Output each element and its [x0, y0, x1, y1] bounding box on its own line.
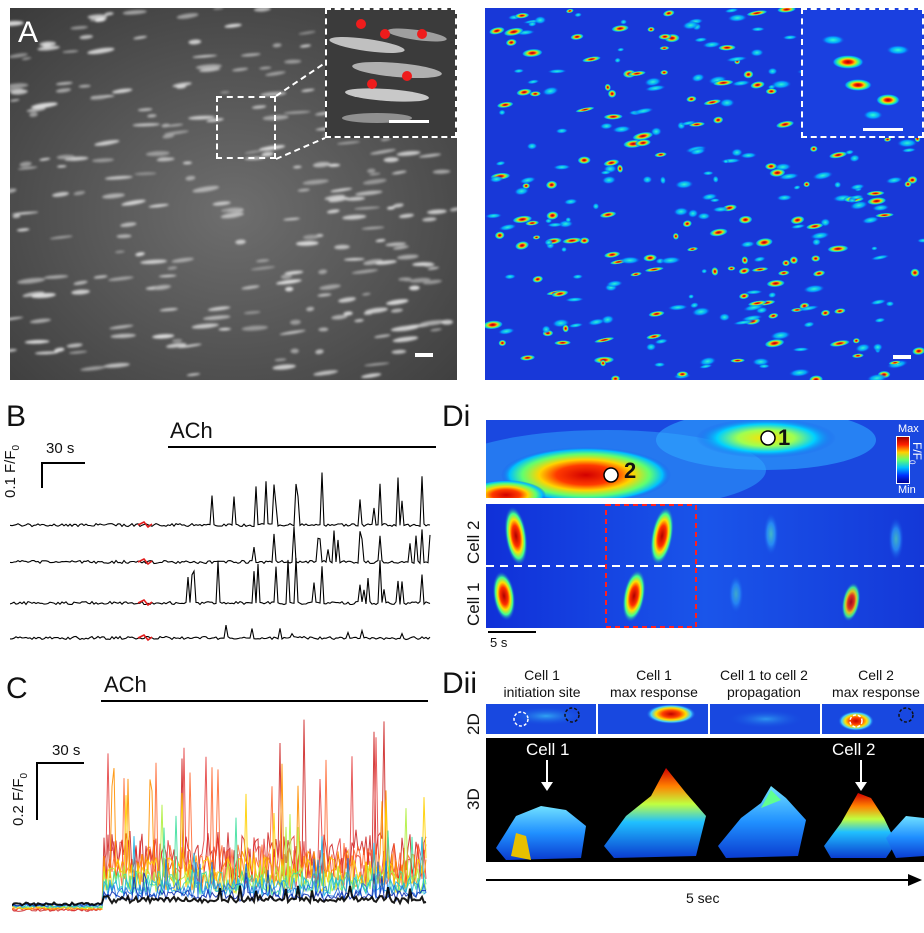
scale-bar: [893, 355, 911, 359]
dii-col-3-header: Cell 1 to cell 2 propagation: [708, 667, 820, 701]
panel-a-grayscale-image: [10, 8, 457, 380]
dii-frame-1: [486, 704, 596, 734]
panel-di-heatmap: 2 1: [486, 420, 924, 498]
dii-col-4-line1: Cell 2: [858, 667, 894, 683]
panel-b-traces: [10, 472, 431, 642]
di-time-scale: 5 s: [490, 635, 508, 650]
panel-b-time-scale-bar: [41, 462, 85, 464]
panel-c-drug-label: ACh: [104, 672, 147, 697]
colorbar: [896, 436, 910, 484]
cell-2-marker: [603, 467, 619, 483]
dii-3d-surface-4: [824, 793, 924, 858]
colorbar-min: Min: [898, 484, 916, 496]
dii-frame-3: [710, 704, 820, 734]
inset-micrograph: [329, 19, 447, 123]
cell-1-number: 1: [778, 425, 790, 450]
dii-3d-surfaces: [496, 768, 924, 860]
dii-col-1-line1: Cell 1: [524, 667, 560, 683]
panel-di-kymograph: [486, 504, 924, 628]
cell-marker-dot: [356, 19, 366, 29]
inset-connector-lines: [275, 62, 326, 160]
inset-scale-bar: [863, 128, 903, 131]
cell-marker-dot: [402, 71, 412, 81]
panel-b-amp-scale-sub: 0: [11, 444, 22, 451]
dii-2d-frames: [486, 704, 924, 734]
panel-b-drug-label: ACh: [170, 418, 213, 443]
panel-a-inset: [325, 8, 457, 138]
cell-1-marker: [760, 430, 776, 446]
down-arrow-icon: [541, 760, 553, 791]
dii-frame-4: [822, 704, 924, 734]
colorbar-label: F/F0: [908, 442, 924, 464]
panel-b-amp-scale-bar: [41, 462, 43, 488]
colorbar-label-text: F/F: [910, 442, 924, 460]
panel-di-heatmap-image: 2 1: [486, 420, 924, 498]
di-time-scale-bar: [488, 631, 536, 633]
dii-col-3-line2: propagation: [727, 684, 801, 700]
panel-b-time-scale: 30 s: [46, 440, 75, 457]
inset-scale-bar: [389, 120, 429, 123]
dii-row-2d-label: 2D: [464, 713, 483, 735]
dii-col-1-header: Cell 1 initiation site: [486, 667, 598, 701]
panel-c-traces: [12, 719, 427, 912]
cell-marker-dot: [380, 29, 390, 39]
cell-marker-dot: [417, 29, 427, 39]
di-cell-2-label: Cell 2: [464, 520, 483, 564]
colorbar-label-sub: 0: [907, 460, 917, 465]
cell-2-number: 2: [624, 458, 636, 483]
panel-c-drug-bar: [101, 700, 428, 702]
dii-3d-strip: Cell 1 Cell 2: [486, 738, 924, 862]
panel-letter-di: Di: [442, 400, 471, 433]
dii-column-headers: Cell 1 initiation site Cell 1 max respon…: [486, 667, 924, 703]
panel-c-time-scale: 30 s: [52, 742, 81, 759]
panel-a-region-box: [216, 96, 276, 159]
dii-frame-2: [598, 704, 708, 734]
dii-col-4-header: Cell 2 max response: [820, 667, 924, 701]
heatmap-inset: [801, 8, 924, 138]
dii-row-3d-label: 3D: [464, 788, 483, 810]
scale-bar: [415, 353, 433, 357]
kymograph-image: [486, 504, 924, 628]
dii-col-4-line2: max response: [832, 684, 920, 700]
panel-c-amp-scale-bar: [36, 762, 38, 820]
cell-marker-dot: [367, 79, 377, 89]
dii-3d-surface-3: [718, 786, 806, 858]
panel-letter-dii: Dii: [442, 667, 477, 700]
panel-c-time-scale-bar: [36, 762, 84, 764]
dii-3d-surface-1: [496, 806, 586, 860]
dii-col-2-line2: max response: [610, 684, 698, 700]
highlight-box: [605, 504, 697, 628]
panel-letter-b: B: [6, 400, 27, 433]
dii-2d-strip: [486, 704, 924, 734]
dii-arrow-cell1-label: Cell 1: [526, 740, 570, 759]
dii-3d-surface-2: [604, 768, 706, 858]
dii-time-axis-label: 5 sec: [686, 890, 720, 906]
panel-letter-c: C: [6, 672, 28, 705]
dii-col-2-header: Cell 1 max response: [598, 667, 710, 701]
colorbar-max: Max: [898, 423, 919, 435]
down-arrow-icon: [855, 760, 867, 791]
panel-b-drug-bar: [168, 446, 436, 448]
di-cell-1-label: Cell 1: [464, 582, 483, 626]
dii-arrow-cell2-label: Cell 2: [832, 740, 876, 759]
panel-letter-a: A: [18, 16, 39, 49]
time-axis-arrow-icon: [486, 874, 922, 886]
panel-a-heatmap-image: [485, 8, 924, 380]
heatmap-inset-cells: [821, 35, 910, 131]
dii-col-3-line1: Cell 1 to cell 2: [720, 667, 808, 683]
dii-col-1-line2: initiation site: [503, 684, 581, 700]
dii-col-2-line1: Cell 1: [636, 667, 672, 683]
